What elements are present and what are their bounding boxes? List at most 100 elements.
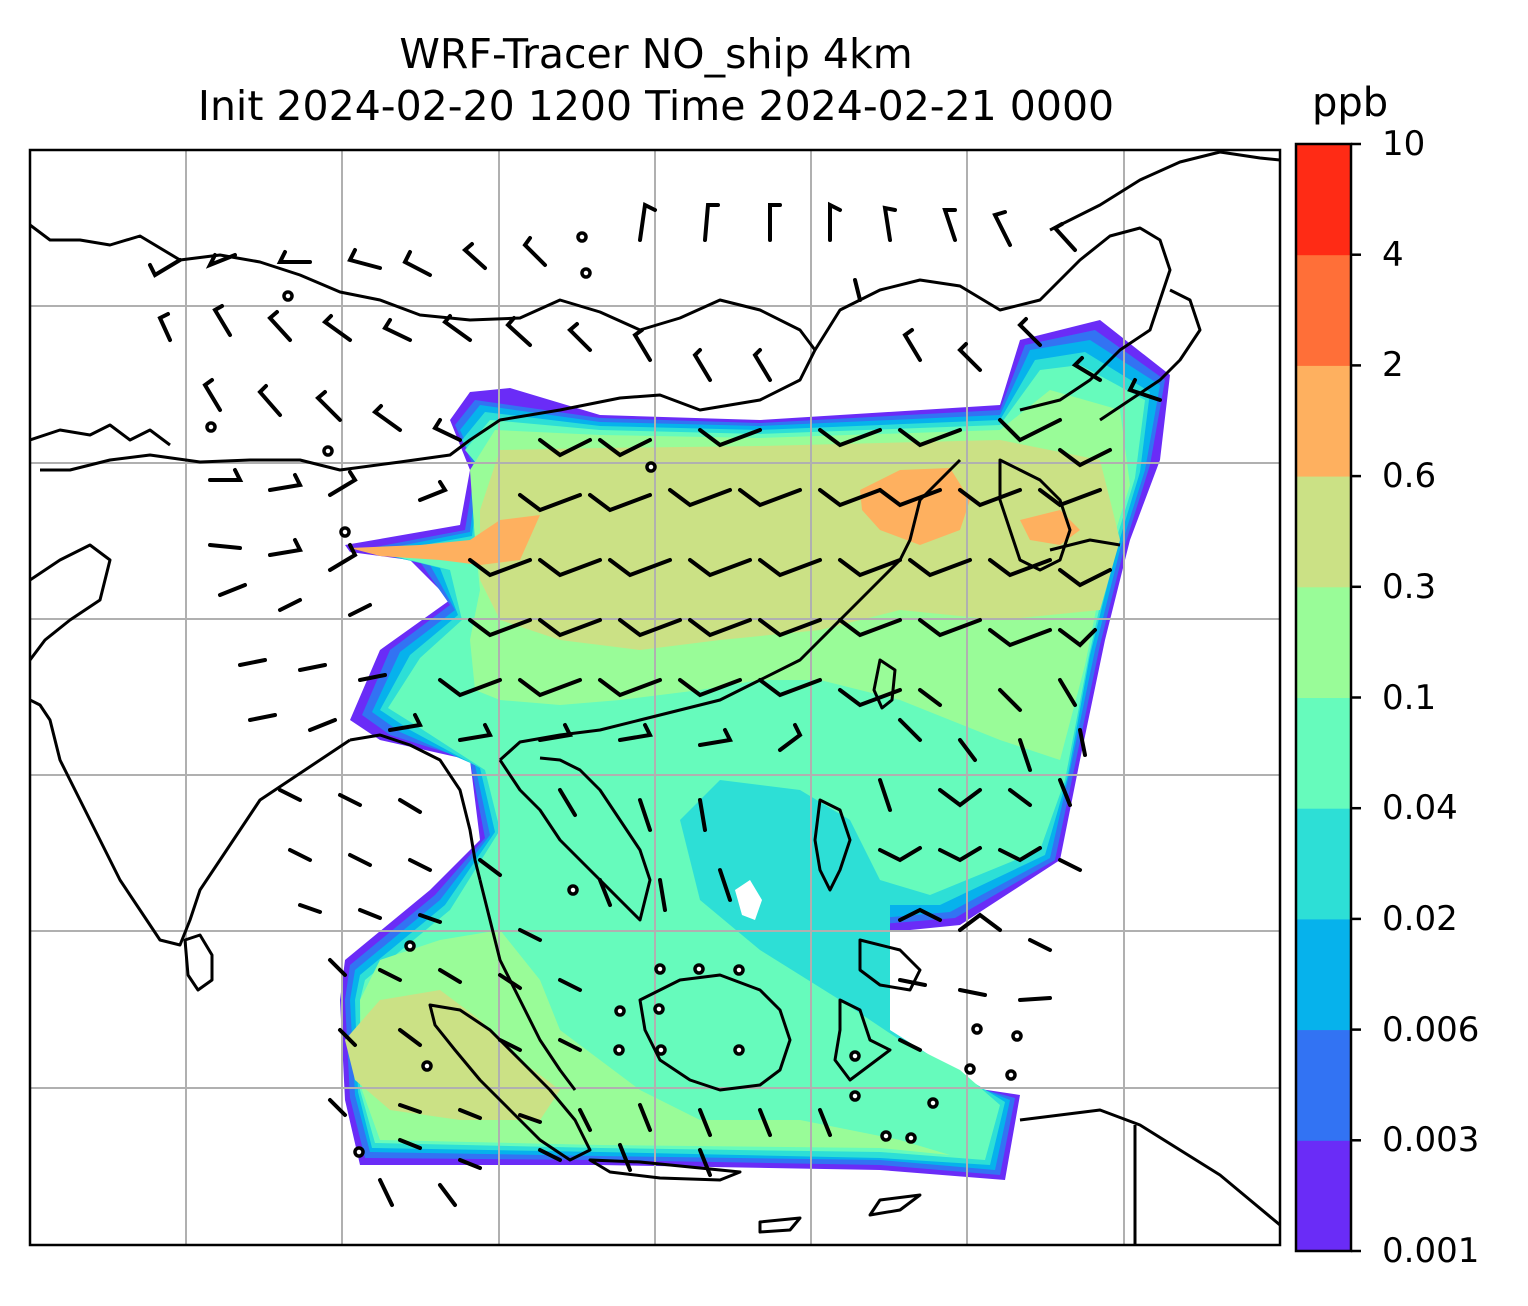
calm-circle — [580, 267, 592, 279]
calm-circle — [576, 231, 588, 243]
wind-barb — [468, 618, 532, 638]
colorbar-tick-label: 0.003 — [1382, 1120, 1480, 1161]
colorbar-tick-label: 0.6 — [1382, 456, 1437, 497]
wind-barb — [698, 428, 762, 448]
wind-barb — [238, 658, 267, 667]
wind-barb — [505, 316, 532, 347]
wind-barb — [698, 798, 707, 832]
wind-barb — [418, 480, 448, 502]
wind-barb — [442, 314, 472, 342]
wind-barb — [632, 328, 652, 362]
wind-barb — [518, 928, 542, 942]
wind-barb — [658, 878, 667, 912]
wind-barb — [268, 538, 303, 557]
colorbar-segment — [1296, 808, 1351, 920]
wind-barb — [878, 488, 942, 508]
coastline-korea — [998, 458, 1072, 572]
wind-barb — [752, 348, 772, 382]
wind-barb — [418, 913, 442, 924]
wind-barb — [398, 1103, 422, 1114]
map-panel — [30, 150, 1280, 1245]
wind-barb — [257, 384, 282, 417]
wind-barb — [718, 868, 732, 902]
border-mongolia — [813, 226, 1172, 412]
wind-barb — [1058, 678, 1077, 707]
calm-circle — [880, 1130, 892, 1142]
wind-barb — [838, 558, 902, 578]
coastline-china-east — [498, 458, 962, 762]
wind-barb — [378, 968, 402, 982]
wind-barb — [398, 1138, 422, 1150]
map-title-line2: Init 2024-02-20 1200 Time 2024-02-21 000… — [197, 82, 1115, 130]
wind-barb — [1051, 222, 1077, 252]
wind-barb — [878, 778, 892, 812]
wind-barb — [338, 793, 362, 807]
wind-barb — [758, 558, 822, 578]
calm-circle — [733, 1044, 745, 1056]
wind-barb — [898, 1038, 922, 1052]
wind-barb — [288, 848, 312, 862]
coastlines — [30, 150, 1280, 1245]
wind-barb — [1017, 317, 1042, 347]
wind-barb — [538, 1148, 562, 1162]
wind-barbs — [148, 201, 1162, 1207]
wind-barb — [558, 978, 582, 992]
wind-barb — [382, 318, 412, 342]
coastline-taiwan — [872, 658, 897, 710]
wind-barb — [208, 468, 244, 482]
wind-barb — [478, 858, 502, 877]
wind-barb — [768, 203, 782, 242]
wind-barb — [321, 314, 352, 342]
wind-barb — [358, 908, 382, 920]
wind-barb — [1008, 788, 1032, 807]
coastline-myanmar — [349, 733, 482, 881]
coastline-borneo — [638, 973, 792, 1092]
colorbar-segment — [1296, 1140, 1351, 1252]
wind-barb — [268, 473, 303, 492]
border-himalaya — [30, 223, 817, 472]
coastline-arabian — [30, 543, 112, 661]
wind-barb — [498, 973, 522, 990]
colorbar-tick-label: 10 — [1382, 124, 1426, 164]
tracer-region-0.6 — [860, 468, 970, 545]
wind-barb — [958, 738, 977, 762]
wind-barb — [992, 210, 1012, 247]
colorbar-segment — [1296, 144, 1351, 256]
wind-barb — [378, 1178, 394, 1207]
wind-barb — [818, 1108, 832, 1137]
wind-barb — [918, 688, 942, 707]
calm-circle — [654, 963, 666, 975]
wind-barb — [853, 278, 862, 302]
coastline-java — [588, 1158, 742, 1182]
wind-barb — [432, 418, 462, 442]
wind-barb — [838, 688, 902, 708]
wind-barb — [957, 342, 982, 372]
wind-barb — [347, 248, 382, 270]
wind-barb — [388, 713, 423, 732]
wind-barb — [315, 390, 342, 422]
wind-barb — [538, 558, 602, 578]
wind-barb — [461, 242, 487, 270]
wind-barb — [148, 258, 182, 278]
wind-barb — [458, 1158, 482, 1170]
calm-wind-circles — [205, 231, 1023, 1158]
wind-barb — [278, 788, 302, 802]
wind-barb — [703, 203, 720, 242]
wind-barb — [988, 558, 1052, 578]
wind-barb — [778, 723, 803, 752]
wind-barb — [157, 312, 172, 342]
wind-barb — [212, 304, 232, 337]
colorbar-tick-label: 0.1 — [1382, 677, 1437, 718]
wind-barb — [558, 788, 577, 817]
wind-barb — [938, 846, 982, 863]
coastline-sumatra — [428, 1003, 592, 1162]
wind-barb — [608, 558, 672, 578]
wind-barb — [958, 488, 1022, 508]
wind-barb — [688, 618, 752, 638]
wind-barb — [267, 310, 292, 342]
calm-circle — [645, 461, 657, 473]
wind-barb — [698, 728, 733, 747]
wind-barb — [828, 201, 842, 242]
calm-circle — [653, 1003, 665, 1015]
wind-barb — [738, 488, 802, 508]
